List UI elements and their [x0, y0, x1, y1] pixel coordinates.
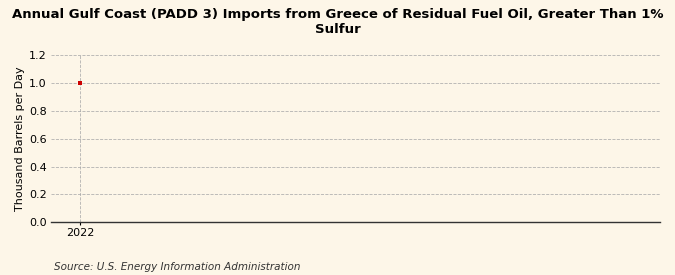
Text: Annual Gulf Coast (PADD 3) Imports from Greece of Residual Fuel Oil, Greater Tha: Annual Gulf Coast (PADD 3) Imports from …	[11, 8, 664, 36]
Text: Source: U.S. Energy Information Administration: Source: U.S. Energy Information Administ…	[54, 262, 300, 272]
Y-axis label: Thousand Barrels per Day: Thousand Barrels per Day	[15, 66, 25, 211]
